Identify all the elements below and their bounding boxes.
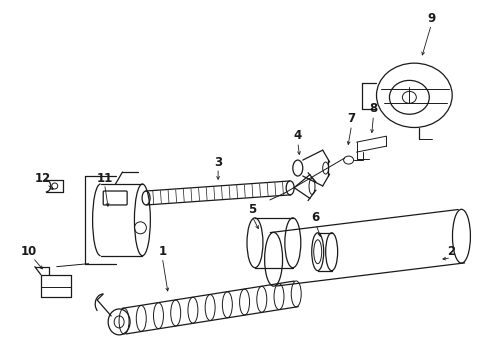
- Text: 6: 6: [312, 211, 320, 224]
- Text: 7: 7: [347, 112, 356, 125]
- Text: 10: 10: [21, 245, 37, 258]
- Text: 2: 2: [447, 245, 455, 258]
- Text: 1: 1: [158, 245, 167, 258]
- Text: 11: 11: [97, 171, 113, 185]
- Text: 4: 4: [294, 129, 302, 142]
- Text: 5: 5: [248, 203, 256, 216]
- Text: 9: 9: [427, 12, 436, 25]
- Text: 3: 3: [214, 156, 222, 168]
- Text: 12: 12: [35, 171, 51, 185]
- Text: 8: 8: [369, 102, 378, 115]
